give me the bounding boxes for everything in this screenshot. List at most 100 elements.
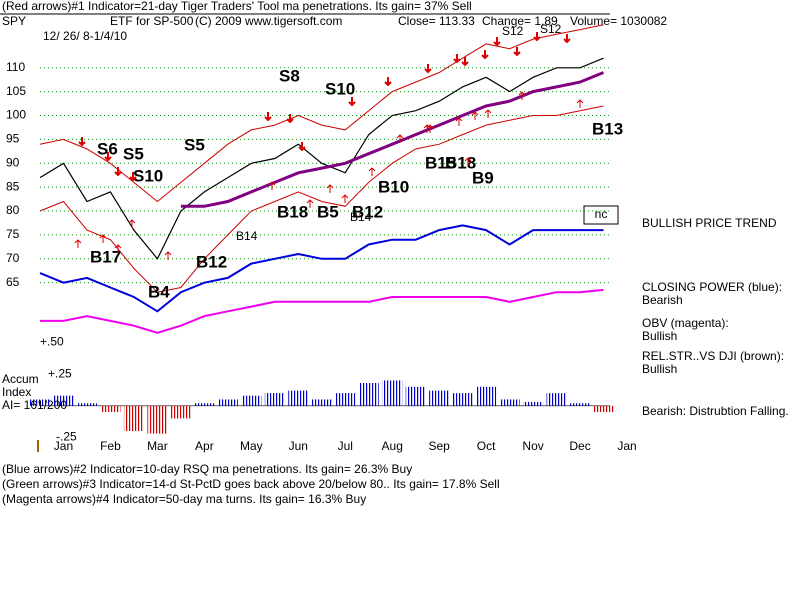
- series-line: [40, 288, 604, 334]
- signal-label: B13: [592, 119, 623, 138]
- sell-arrow: [129, 172, 137, 182]
- x-tick-label: Jul: [338, 439, 353, 453]
- buy-arrow: [268, 181, 276, 190]
- y-tick-label: 75: [6, 227, 20, 241]
- trend: BULLISH PRICE TREND: [642, 216, 777, 230]
- buy-arrow: [114, 244, 122, 253]
- signal-label: S12: [540, 22, 562, 36]
- volume: Volume= 1030082: [570, 14, 667, 28]
- buy-arrow: [576, 99, 584, 108]
- bar: [405, 386, 426, 406]
- x-tick-label: Jun: [289, 439, 308, 453]
- signal-label: S5: [184, 135, 205, 154]
- signal-label: S10: [325, 79, 355, 98]
- y-tick-label: 100: [6, 108, 26, 122]
- x-tick-label: Apr: [195, 439, 214, 453]
- bar: [30, 399, 50, 406]
- signal-label: B9: [472, 168, 494, 187]
- sell-arrow: [348, 97, 356, 107]
- sell-arrow: [114, 167, 122, 177]
- bar: [570, 403, 591, 406]
- signal-label: S6: [97, 139, 118, 158]
- footer-text: (Green arrows)#3 Indicator=14-d St-PctD …: [2, 477, 500, 491]
- bar: [452, 393, 473, 406]
- signal-label: S12: [502, 24, 524, 38]
- buy-arrow: [464, 157, 472, 166]
- x-tick-label: Jan: [617, 439, 636, 453]
- bar: [429, 390, 450, 406]
- change: Change= 1.89: [482, 14, 558, 28]
- series-line: [39, 57, 604, 260]
- signal-label: B14: [236, 229, 258, 243]
- signal-label: B15: [425, 153, 456, 172]
- footer-text: (Magenta arrows)#4 Indicator=50-day ma t…: [2, 492, 366, 506]
- sell-arrow: [104, 152, 112, 162]
- buy-arrow: [99, 234, 107, 243]
- bar: [53, 395, 74, 406]
- signal-label: B5: [317, 202, 339, 221]
- legend-label: OBV (magenta):: [642, 316, 729, 330]
- legend-value: Bearish: [642, 293, 683, 307]
- x-tick-label: Feb: [100, 439, 121, 453]
- signal-label: B12: [196, 252, 227, 271]
- x-tick-label: Dec: [569, 439, 590, 453]
- sell-arrow: [453, 54, 461, 64]
- bar: [382, 380, 403, 406]
- legend-value: Bullish: [642, 362, 677, 376]
- bar: [523, 401, 544, 406]
- date-range: 12/ 26/ 8-1/4/10: [43, 29, 127, 43]
- bar: [311, 399, 332, 406]
- bar: [123, 405, 144, 432]
- signal-label: B12: [352, 202, 383, 221]
- sell-arrow: [461, 57, 469, 67]
- buy-arrow: [396, 134, 404, 143]
- x-tick-label: Aug: [382, 439, 403, 453]
- sell-arrow: [493, 37, 501, 47]
- y-tick-label: 85: [6, 179, 20, 193]
- buy-arrow: [326, 184, 334, 193]
- buy-arrow: [518, 91, 526, 100]
- buy-arrow: [368, 167, 376, 176]
- y-tick-label: 70: [6, 251, 20, 265]
- legend-value: Bullish: [642, 329, 677, 343]
- sell-arrow: [298, 142, 306, 152]
- buy-arrow: [128, 219, 136, 228]
- y-tick-label: 110: [6, 60, 25, 74]
- y-tick-label: 105: [6, 84, 26, 98]
- buy-arrow: [164, 251, 172, 260]
- sell-arrow: [533, 32, 541, 42]
- buy-arrow: [471, 111, 479, 120]
- x-tick-label: May: [240, 439, 263, 453]
- buy-arrow: [341, 194, 349, 203]
- sell-arrow: [513, 47, 521, 57]
- bar: [264, 393, 285, 406]
- buy-arrow: [484, 109, 492, 118]
- buy-arrow: [455, 117, 463, 126]
- signal-label: B4: [148, 282, 170, 301]
- bar: [100, 405, 121, 413]
- indicator-text: (Red arrows)#1 Indicator=21-day Tiger Tr…: [2, 0, 472, 13]
- bar: [147, 405, 168, 434]
- bar: [217, 399, 238, 406]
- bar: [476, 386, 497, 406]
- buy-arrow: [423, 124, 431, 133]
- bar: [499, 399, 520, 406]
- bar: [241, 395, 262, 406]
- sell-arrow: [286, 114, 294, 124]
- nc: nc: [595, 207, 608, 221]
- series-line: [39, 105, 604, 293]
- y-tick-label: +.50: [40, 335, 64, 349]
- sell-arrow: [424, 64, 432, 74]
- legend-label: CLOSING POWER (blue):: [642, 280, 782, 294]
- bar: [76, 403, 97, 406]
- bar: [358, 383, 379, 406]
- symbol: SPY: [2, 14, 26, 28]
- x-tick-label: Jan: [54, 439, 73, 453]
- sell-arrow: [78, 137, 86, 147]
- x-tick-label: Mar: [147, 439, 168, 453]
- copyright: (C) 2009 www.tigersoft.com: [195, 14, 342, 28]
- buy-arrow: [74, 239, 82, 248]
- accum-label: Accum: [2, 372, 39, 386]
